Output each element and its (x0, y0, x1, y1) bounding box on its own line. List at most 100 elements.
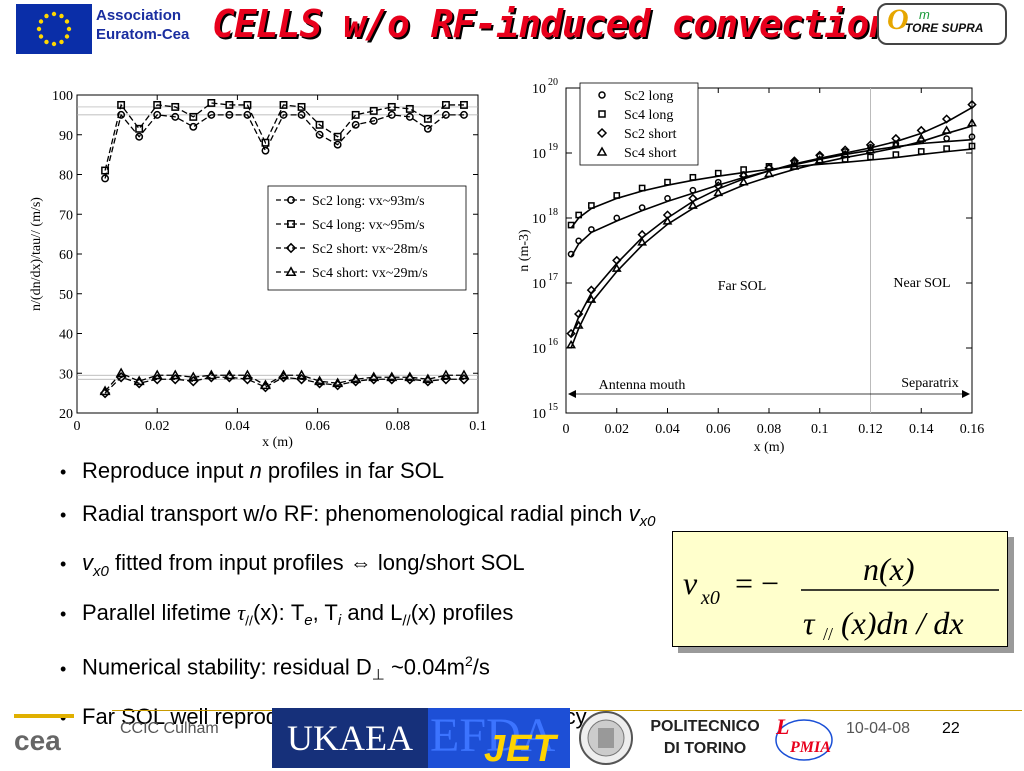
x-tick-label: 0.06 (305, 419, 330, 434)
y-tick-label: 50 (59, 288, 73, 303)
legend-marker (287, 220, 295, 228)
y-tick-label-exponent: 17 (548, 272, 558, 283)
legend-marker (598, 91, 606, 99)
data-point (207, 99, 216, 107)
data-point (588, 202, 595, 209)
data-point (135, 124, 144, 133)
y-tick-label: 100 (52, 89, 73, 104)
x-axis-label: x (m) (754, 440, 785, 455)
data-point (764, 168, 774, 178)
y-tick-label: 30 (59, 367, 73, 382)
cea-logo: cea (10, 712, 80, 764)
x-tick-label: 0.02 (145, 419, 170, 434)
data-point (638, 184, 646, 192)
data-point (225, 110, 234, 119)
y-tick-label-exponent: 16 (548, 337, 558, 348)
x-tick-label: 0.14 (909, 422, 934, 437)
series-line (104, 102, 464, 171)
eu-star-icon (51, 11, 57, 17)
politecnico-logo: POLITECNICO DI TORINO (640, 716, 770, 760)
data-point (387, 110, 396, 119)
data-point (351, 120, 360, 129)
data-point (567, 221, 575, 229)
y-tick-label-exponent: 19 (548, 142, 558, 153)
data-point (241, 369, 253, 380)
y-tick-label-base: 10 (532, 277, 546, 292)
data-point (386, 371, 398, 382)
series-line (570, 106, 973, 337)
tore-supra-logo-text: TORE SUPRA (905, 21, 984, 35)
y-tick-label: 80 (59, 169, 73, 184)
legend-label: Sc2 long (624, 89, 673, 104)
ukaea-logo: UKAEA (272, 708, 428, 768)
series-line (104, 113, 464, 179)
data-point (865, 144, 876, 154)
bullet-item: • Reproduce input n profiles in far SOL (60, 458, 444, 483)
x-tick-label: 0 (74, 419, 81, 434)
data-point (315, 120, 324, 129)
pmia-logo-text: PMIA (789, 739, 831, 756)
data-point (369, 116, 378, 125)
data-point (567, 250, 575, 258)
formula-box: v x0 = − n(x) τ // (x)dn / dx (672, 531, 1008, 647)
data-point (867, 153, 874, 161)
legend-label: Sc4 short: vx~29m/s (312, 266, 428, 281)
series-line (104, 372, 464, 392)
association-label: Association Euratom-Cea (96, 6, 189, 44)
x-tick-label: 0.16 (960, 422, 985, 437)
data-point (187, 371, 199, 382)
data-point (613, 192, 621, 199)
x-tick-label: 0.1 (469, 419, 487, 434)
x-tick-label: 0.02 (605, 422, 630, 437)
data-point (333, 132, 342, 141)
data-point (207, 110, 216, 119)
series-line (570, 148, 973, 229)
data-point (574, 309, 584, 319)
data-point (225, 100, 234, 109)
x-tick-label: 0.06 (706, 422, 731, 437)
data-point (115, 367, 127, 378)
data-point (573, 320, 584, 329)
data-point (917, 148, 925, 155)
data-point (297, 110, 306, 119)
formula-denominator-rest: (x)dn / dx (841, 605, 964, 641)
data-point (638, 204, 646, 211)
data-point (333, 140, 342, 149)
data-point (611, 263, 622, 272)
data-point (169, 369, 181, 380)
y-tick-label: 90 (59, 129, 73, 144)
data-point (153, 110, 162, 119)
eu-star-icon (38, 34, 44, 39)
data-point (135, 132, 144, 141)
y-tick-label-base: 10 (532, 212, 546, 227)
data-point (441, 100, 450, 109)
formula-lhs: v (683, 565, 698, 601)
data-point (259, 379, 271, 390)
data-point (441, 110, 450, 119)
series-line (104, 376, 464, 394)
eu-flag-icon (16, 4, 92, 54)
tore-supra-m-glyph: m (919, 7, 930, 22)
series-line (570, 125, 973, 349)
data-point (575, 237, 583, 245)
y-tick-label: 40 (59, 328, 73, 343)
data-point (689, 173, 697, 181)
legend-label: Sc4 short (624, 146, 677, 161)
data-point (789, 156, 800, 166)
separatrix-label: Separatrix (901, 376, 959, 391)
x-tick-label: 0.1 (811, 422, 829, 437)
data-point (916, 133, 927, 142)
data-point (575, 211, 583, 219)
data-point (117, 100, 126, 109)
cea-logo-glyphs: cea (14, 725, 61, 756)
data-point (279, 110, 288, 119)
association-line-2: Euratom-Cea (96, 26, 190, 43)
data-point (586, 285, 597, 295)
y-tick-label-exponent: 20 (548, 77, 558, 88)
data-point (223, 369, 235, 380)
eu-star-icon (38, 19, 44, 24)
eu-star-icon (44, 39, 49, 45)
data-point (171, 112, 180, 121)
torino-seal-logo (574, 710, 638, 766)
